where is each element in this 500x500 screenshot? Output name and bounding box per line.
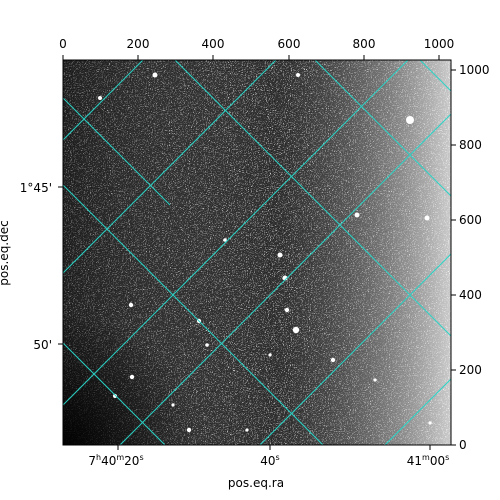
top-tick-200: 200 bbox=[127, 37, 150, 51]
right-tick-400: 400 bbox=[459, 288, 482, 302]
y-axis-label: pos.eq.dec bbox=[0, 220, 11, 285]
top-axis bbox=[62, 55, 440, 60]
bottom-tick-41m00s: 41m00s bbox=[407, 453, 450, 468]
right-tick-0: 0 bbox=[459, 438, 467, 452]
left-tick-50: 50' bbox=[33, 338, 52, 352]
coordinate-grid bbox=[63, 60, 451, 445]
top-tick-800: 800 bbox=[353, 37, 376, 51]
top-tick-1000: 1000 bbox=[424, 37, 455, 51]
right-tick-200: 200 bbox=[459, 363, 482, 377]
left-tick-1deg45: 1°45' bbox=[20, 181, 52, 195]
right-tick-800: 800 bbox=[459, 138, 482, 152]
right-tick-1000: 1000 bbox=[459, 63, 490, 77]
sky-image bbox=[63, 60, 451, 445]
bottom-tick-40s: 40s bbox=[260, 453, 279, 468]
right-tick-600: 600 bbox=[459, 213, 482, 227]
bottom-tick-7h40m20s: 7h40m20s bbox=[88, 453, 143, 468]
plot-frame bbox=[62, 59, 452, 446]
top-tick-400: 400 bbox=[202, 37, 225, 51]
top-tick-0: 0 bbox=[59, 37, 67, 51]
left-axis bbox=[58, 186, 63, 345]
x-axis-label: pos.eq.ra bbox=[228, 476, 284, 490]
top-tick-600: 600 bbox=[278, 37, 301, 51]
stars bbox=[98, 72, 432, 433]
bottom-axis bbox=[117, 445, 431, 450]
right-axis bbox=[451, 69, 456, 446]
